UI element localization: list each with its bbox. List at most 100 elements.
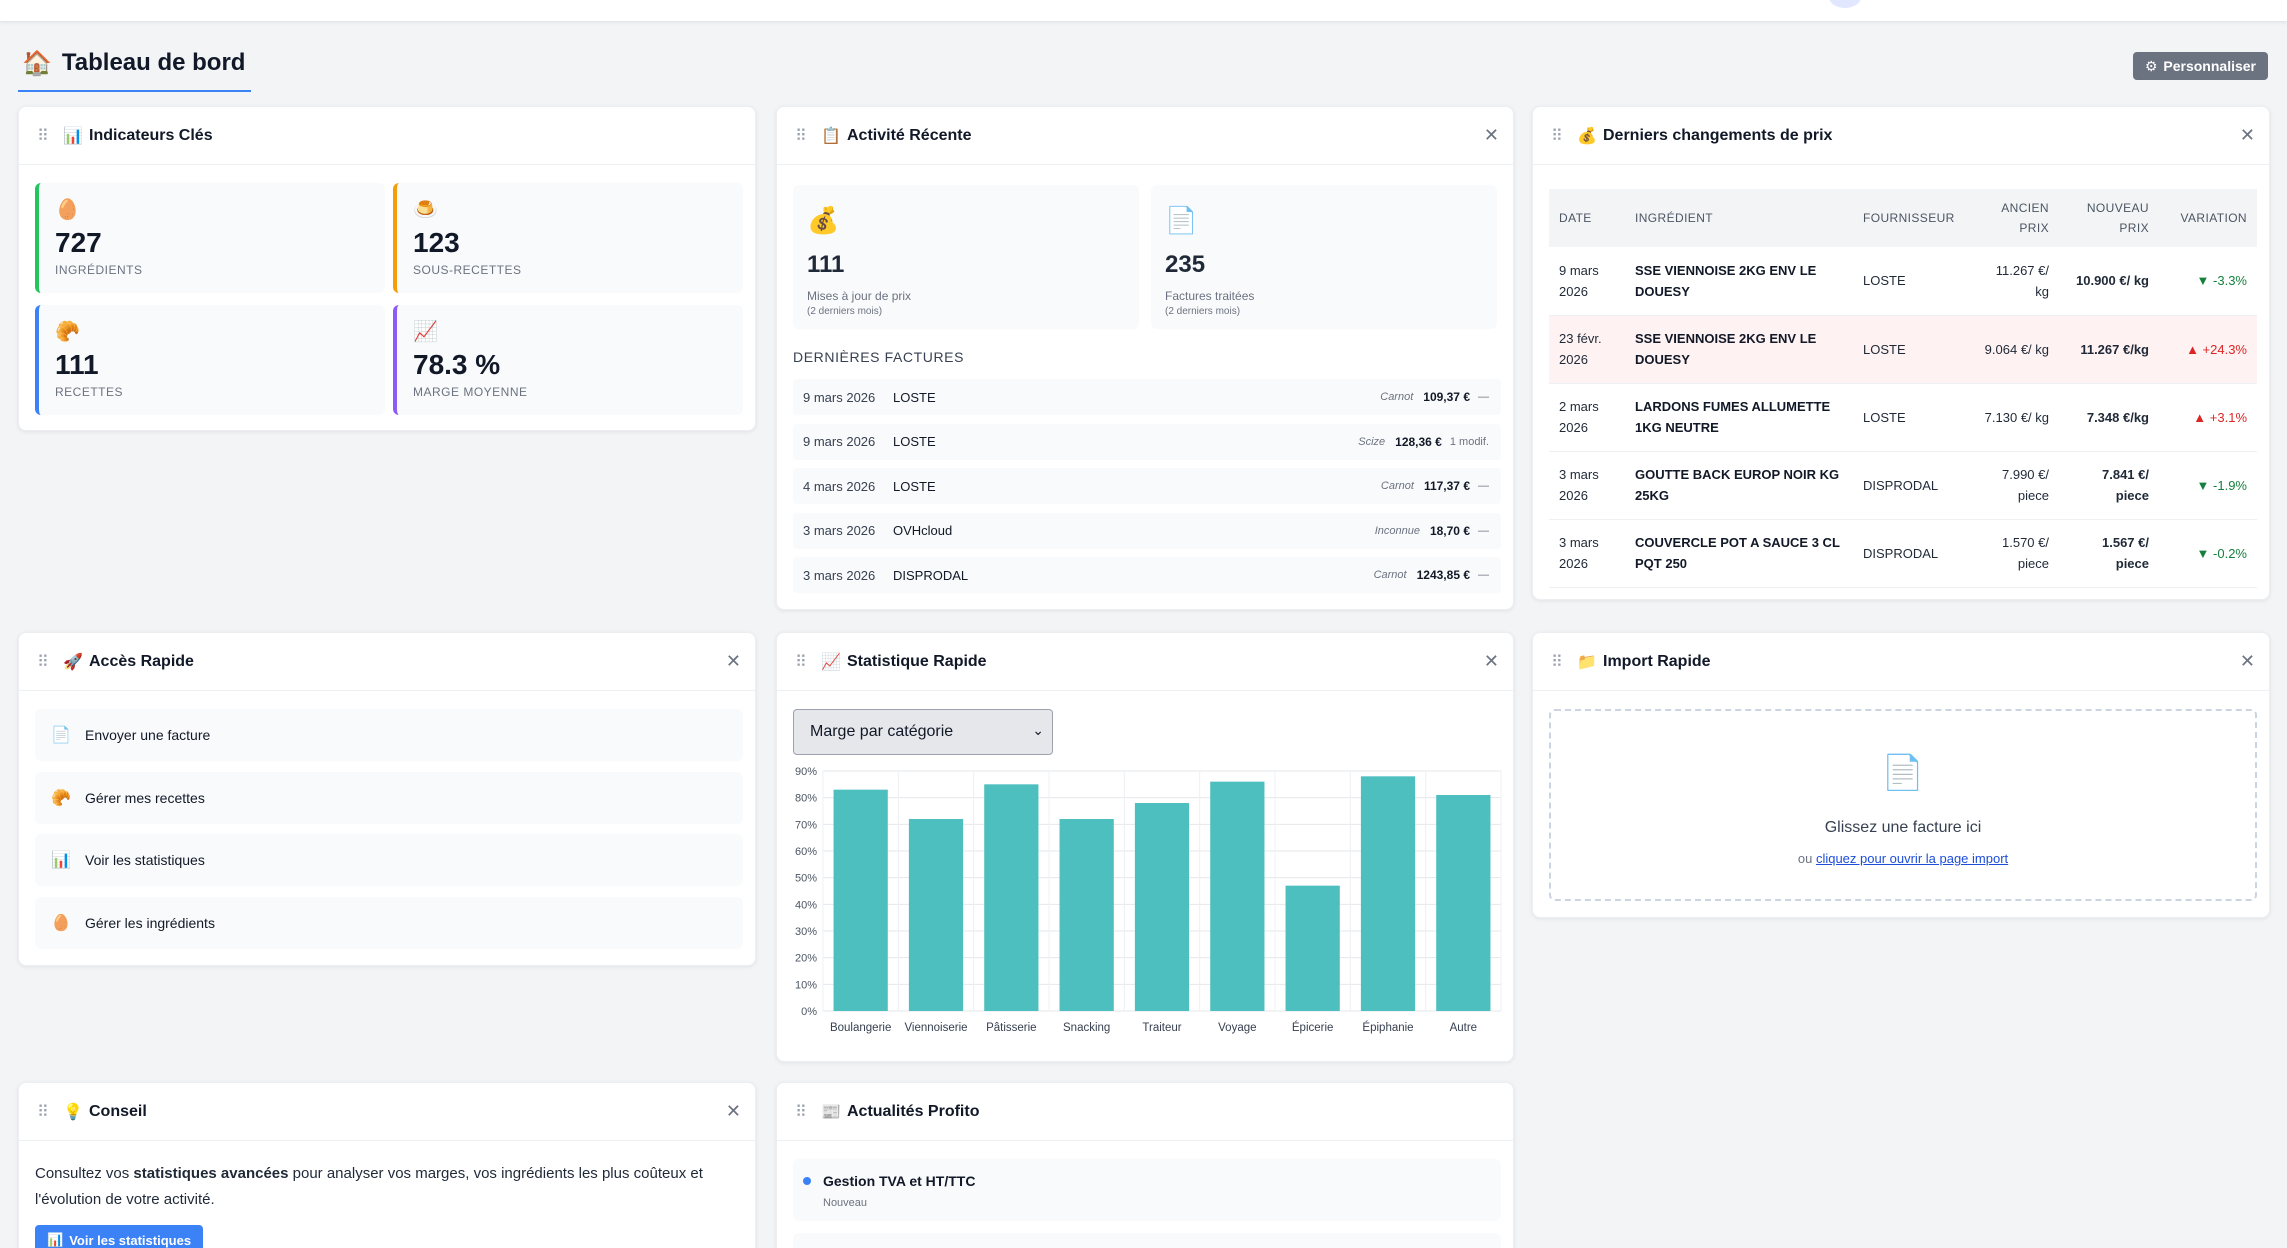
price-new: 7.348 €/kg [2059,383,2159,452]
stat-type-select[interactable]: Marge par catégorie ⌄ [793,709,1053,755]
widget-header: ⠿ 📁 Import Rapide ✕ [1533,633,2269,691]
price-supplier: DISPRODAL [1853,451,1969,520]
newspaper-icon: 📰 [821,1103,841,1121]
money-bag-icon: 💰 [1577,127,1597,145]
invoice-site: Carnot [1373,569,1407,581]
open-import-link[interactable]: cliquez pour ouvrir la page import [1815,851,2009,866]
kpi-label: SOUS-RECETTES [413,263,522,277]
news-dot-icon [803,1177,811,1185]
manage-recipes-link[interactable]: 🥐 Gérer mes recettes [35,771,743,824]
drag-handle-icon[interactable]: ⠿ [795,127,807,145]
y-tick-label: 80% [795,793,817,805]
x-tick-label: Traiteur [1142,1022,1181,1034]
x-tick-label: Épiphanie [1362,1021,1413,1034]
close-icon[interactable]: ✕ [725,1101,741,1121]
y-tick-label: 50% [795,873,817,885]
drag-handle-icon[interactable]: ⠿ [1551,653,1563,671]
margin-bar-chart: 0% 10% 20% 30% 40% 50% 60% 70% 80% 90% Boulangerie… [795,766,1502,1034]
bar-Boulangerie[interactable] [833,789,888,1011]
egg-icon: 🥚 [51,914,71,932]
table-row[interactable]: 3 mars 2026 COUVERCLE POT A SAUCE 3 CL PQ… [1549,519,2257,588]
table-row[interactable]: 23 févr. 2026 SSE VIENNOISE 2KG ENV LE DO… [1549,315,2257,384]
news-item[interactable]: Gestion TVA et HT/TTC Nouveau [793,1159,1501,1221]
tip-text-start: Consultez vos [35,1165,134,1182]
price-ingredient: SSE VIENNOISE 2KG ENV LE DOUESY [1625,315,1853,384]
news-item[interactable] [793,1233,1501,1248]
activity-value: 235 [1165,251,1206,278]
bar-Pâtisserie[interactable] [984,784,1039,1011]
price-supplier: LOSTE [1853,247,1969,316]
kpi-card-ingredients: 🥚 727 INGRÉDIENTS [35,183,385,293]
invoice-amount: 128,36 € [1395,434,1442,449]
kpi-card-recipes: 🥐 111 RECETTES [35,305,385,415]
column-header: NOUVEAU PRIX [2086,201,2149,235]
close-icon[interactable]: ✕ [725,651,741,671]
drag-handle-icon[interactable]: ⠿ [795,653,807,671]
invoice-site: Carnot [1380,480,1414,492]
news-widget: ⠿ 📰 Actualités Profito Gestion TVA et HT… [776,1082,1514,1248]
quick-access-label: Voir les statistiques [85,852,205,868]
x-tick-label: Snacking [1063,1022,1110,1034]
invoice-row[interactable]: 3 mars 2026 DISPRODAL Carnot 1243,85 € — [793,557,1501,593]
bar-Autre[interactable] [1436,795,1491,1011]
table-row[interactable]: 2 mars 2026 LARDONS FUMES ALLUMETTE 1KG N… [1549,383,2257,452]
close-icon[interactable]: ✕ [2239,125,2255,145]
tip-text-end: pour analyser vos marges, vos ingrédient… [35,1165,703,1208]
invoice-dropzone[interactable]: 📄 Glissez une facture ici ou cliquez pou… [1549,709,2257,901]
price-ingredient: COUVERCLE POT A SAUCE 3 CL PQT 250 [1625,519,1853,588]
invoice-modifications: — [1478,391,1489,403]
column-header: VARIATION [2180,211,2247,225]
send-invoice-link[interactable]: 📄 Envoyer une facture [35,709,743,761]
widget-header: ⠿ 📊 Indicateurs Clés [19,107,755,165]
invoice-row[interactable]: 4 mars 2026 LOSTE Carnot 117,37 € — [793,468,1501,504]
select-value: Marge par catégorie [810,723,954,740]
bar-Snacking[interactable] [1059,819,1114,1011]
widget-title: Actualités Profito [847,1102,980,1120]
document-icon: 📄 [1881,754,1925,792]
croissant-icon: 🥐 [51,789,71,807]
table-row[interactable]: 3 mars 2026 GOUTTE BACK EUROP NOIR KG 25K… [1549,451,2257,520]
table-row[interactable]: 9 mars 2026 SSE VIENNOISE 2KG ENV LE DOUE… [1549,247,2257,316]
invoice-site: Scize [1358,435,1386,448]
drag-handle-icon[interactable]: ⠿ [1551,127,1563,145]
close-icon[interactable]: ✕ [2239,651,2255,671]
page-title-text: Tableau de bord [61,49,246,76]
bar-Épicerie[interactable] [1285,885,1340,1011]
invoice-row[interactable]: 3 mars 2026 OVHcloud Inconnue 18,70 € — [793,512,1501,549]
view-stats-button[interactable]: 📊 Voir les statistiques [35,1225,204,1248]
invoice-row[interactable]: 9 mars 2026 LOSTE Carnot 109,37 € — [793,379,1501,415]
page-title: 🏠 Tableau de bord [18,42,252,92]
view-stats-link[interactable]: 📊 Voir les statistiques [35,834,743,886]
close-icon[interactable]: ✕ [1483,125,1499,145]
bar-Viennoiserie[interactable] [908,819,964,1011]
widget-title: Derniers changements de prix [1603,126,1833,144]
chart-up-icon: 📈 [821,653,841,671]
invoice-date: 9 mars 2026 [803,434,876,449]
price-variation: ▲ +24.3% [2159,315,2257,384]
invoice-supplier: DISPRODAL [893,567,969,583]
invoice-modifications: — [1478,524,1489,537]
widget-header: ⠿ 📈 Statistique Rapide ✕ [777,633,1513,691]
price-old: 7.990 €/ piece [1969,451,2059,520]
kpi-value: 727 [55,227,102,258]
quick-access-label: Gérer mes recettes [85,789,205,806]
widget-title: Conseil [89,1102,147,1120]
price-supplier: LOSTE [1853,315,1969,384]
bar-Traiteur[interactable] [1134,803,1190,1011]
x-tick-label: Voyage [1218,1022,1256,1034]
bar-chart-icon: 📊 [63,127,83,145]
manage-ingredients-link[interactable]: 🥚 Gérer les ingrédients [35,896,743,949]
bar-Voyage[interactable] [1210,781,1265,1011]
drag-handle-icon[interactable]: ⠿ [795,1103,807,1121]
drag-handle-icon[interactable]: ⠿ [37,653,49,671]
invoice-row[interactable]: 9 mars 2026 LOSTE Scize 128,36 € 1 modif. [793,423,1501,460]
widget-title: Indicateurs Clés [89,126,213,144]
widget-header: ⠿ 💰 Derniers changements de prix ✕ [1533,107,2269,165]
avatar[interactable] [1829,0,1861,8]
personalize-button[interactable]: ⚙ Personnaliser [2132,52,2268,80]
drag-handle-icon[interactable]: ⠿ [37,1103,49,1121]
close-icon[interactable]: ✕ [1483,651,1499,671]
price-new: 7.841 €/ piece [2059,451,2159,520]
bar-Épiphanie[interactable] [1360,776,1416,1011]
drag-handle-icon[interactable]: ⠿ [37,127,49,145]
